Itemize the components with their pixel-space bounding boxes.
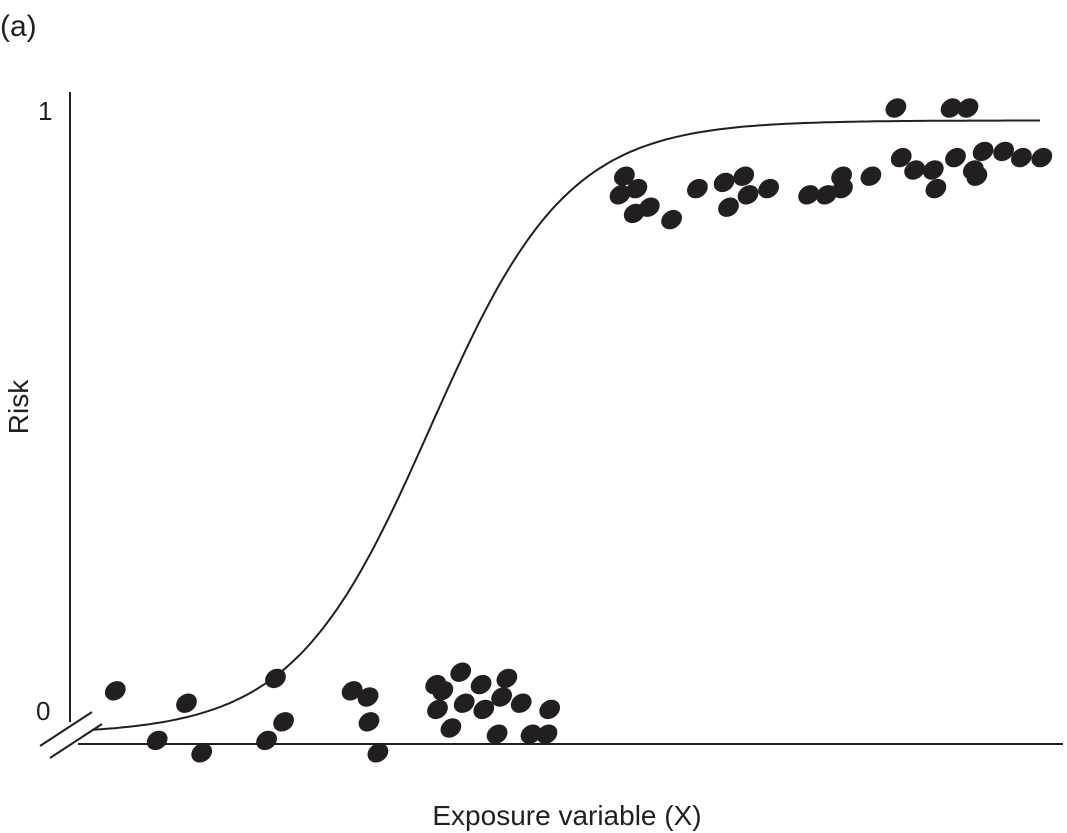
data-point-outcome-present-21 [925,178,947,199]
data-point-outcome-absent-48 [473,699,495,720]
data-point-outcome-present-9 [718,197,739,217]
data-point-outcome-absent-39 [357,687,379,707]
data-point-outcome-absent-31 [104,681,126,701]
data-point-outcome-present-4 [638,197,660,217]
data-point-outcome-present-27 [972,141,994,162]
data-point-outcome-present-8 [733,166,755,186]
data-point-outcome-present-17 [885,98,907,118]
data-point-outcome-absent-34 [191,743,213,763]
data-point-outcome-present-0 [614,166,635,186]
data-point-outcome-present-24 [945,147,966,168]
data-point-outcome-absent-40 [358,712,380,732]
data-point-outcome-present-10 [737,185,759,205]
data-point-outcome-absent-35 [265,668,286,689]
data-point-outcome-present-19 [904,160,925,180]
y-tick-label-0: 0 [36,696,50,726]
data-point-outcome-absent-53 [486,724,508,744]
data-point-outcome-present-20 [922,160,944,180]
data-point-outcome-present-6 [687,178,708,199]
data-point-outcome-absent-54 [536,724,558,744]
data-point-outcome-absent-45 [450,662,472,682]
data-points [104,98,1053,763]
data-point-outcome-present-13 [816,185,837,205]
data-point-outcome-present-16 [860,166,882,186]
data-point-outcome-absent-52 [510,693,532,713]
y-axis-label: Risk [3,379,34,434]
data-point-outcome-present-26 [962,160,984,180]
data-point-outcome-absent-36 [256,730,277,751]
data-point-outcome-absent-56 [520,724,542,744]
data-point-outcome-absent-32 [146,730,168,751]
panel-label: (a) [0,10,37,43]
data-point-outcome-absent-41 [367,743,389,763]
logistic-curve [92,119,1040,731]
data-point-outcome-absent-37 [273,712,294,732]
data-point-outcome-absent-50 [496,668,518,689]
data-point-outcome-absent-51 [491,687,512,707]
data-point-outcome-present-22 [940,98,962,118]
data-point-outcome-absent-33 [176,693,197,713]
data-point-outcome-absent-55 [539,699,561,720]
data-point-outcome-absent-47 [453,693,475,713]
data-point-outcome-present-23 [957,98,979,118]
data-point-outcome-present-30 [1031,147,1053,168]
y-tick-label-1: 1 [38,96,52,126]
data-point-outcome-absent-43 [427,699,448,720]
data-point-outcome-absent-46 [470,674,492,695]
data-point-outcome-present-29 [1011,147,1032,168]
data-point-outcome-absent-38 [341,681,363,701]
data-point-outcome-present-12 [798,185,819,205]
data-point-outcome-present-1 [626,178,648,199]
data-point-outcome-absent-49 [440,718,462,738]
data-point-outcome-present-15 [832,178,853,199]
x-axis-label: Exposure variable (X) [432,800,701,831]
data-point-outcome-present-11 [758,178,779,199]
data-point-outcome-absent-44 [425,674,447,695]
data-point-outcome-present-2 [609,185,631,205]
data-point-outcome-present-7 [713,172,735,193]
data-point-outcome-present-18 [890,147,912,168]
data-point-outcome-present-5 [661,209,682,230]
data-point-outcome-present-28 [993,141,1014,162]
